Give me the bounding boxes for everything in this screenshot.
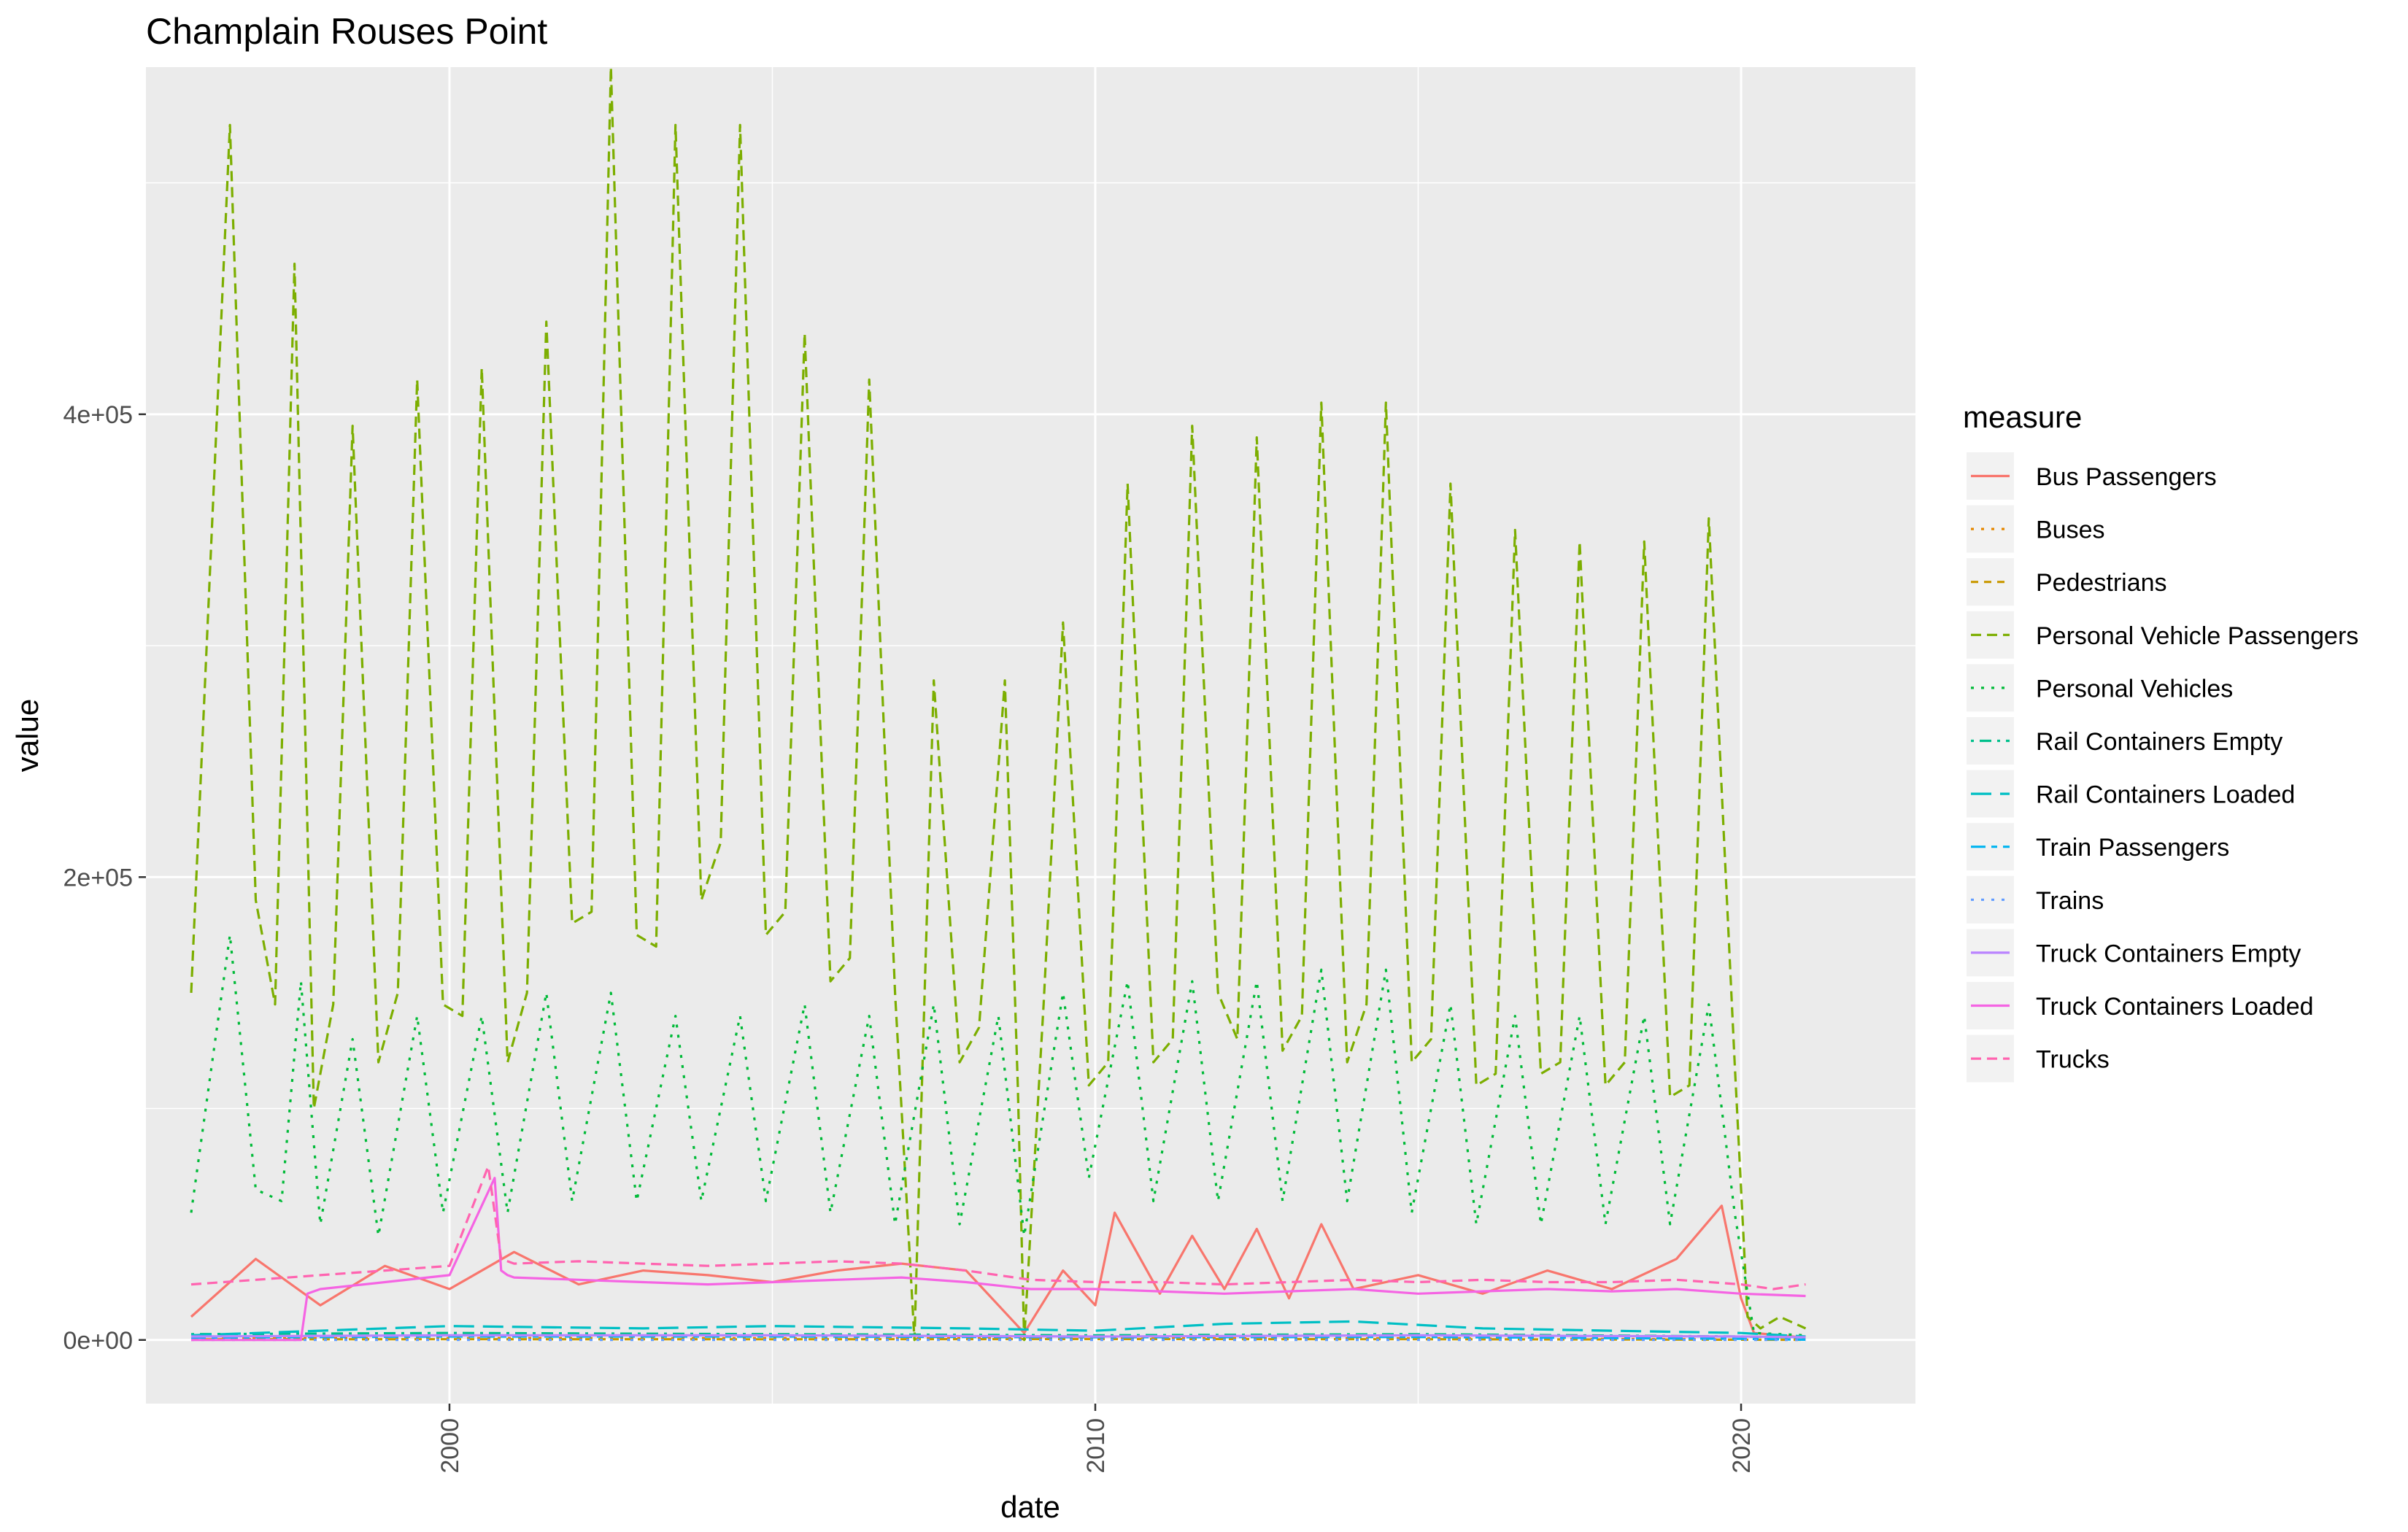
y-axis-title: value (10, 699, 45, 772)
series-line-trucks (190, 1165, 1806, 1291)
legend-label: Truck Containers Loaded (2036, 993, 2314, 1021)
legend-label: Rail Containers Loaded (2036, 781, 2295, 809)
legend-key-box (1967, 875, 2014, 924)
legend-label: Personal Vehicle Passengers (2036, 622, 2358, 650)
y-tick-label: 2e+05 (63, 864, 134, 891)
legend-label: Buses (2036, 517, 2105, 544)
y-axis: 0e+00 2e+05 4e+05 (63, 401, 146, 1355)
x-tick-label: 2000 (436, 1418, 464, 1474)
legend-label: Truck Containers Empty (2036, 940, 2301, 967)
legend-label: Rail Containers Empty (2036, 728, 2282, 756)
series-line-truck-containers-empty (190, 1334, 1806, 1339)
x-tick-label: 2010 (1082, 1418, 1110, 1474)
x-tick-label: 2020 (1728, 1418, 1756, 1474)
legend-label: Personal Vehicles (2036, 675, 2233, 703)
legend: measure Bus Passengers Buses Pedestrians Pe… (1963, 400, 2358, 1083)
plot-panel (146, 67, 1915, 1404)
x-axis-title: date (1000, 1490, 1060, 1524)
legend-label: Bus Passengers (2036, 463, 2217, 491)
legend-title: measure (1963, 400, 2082, 434)
series-line-personal-vehicle-passengers (190, 66, 1807, 1342)
legend-label: Train Passengers (2036, 834, 2229, 862)
series-line-rail-containers-loaded (190, 1320, 1806, 1338)
legend-key-box (1967, 664, 2014, 712)
x-axis: 2000 2010 2020 (436, 1404, 1756, 1474)
series-line-personal-vehicles (190, 933, 1806, 1336)
major-gridlines (146, 67, 1915, 1404)
chart-title: Champlain Rouses Point (146, 11, 547, 52)
legend-label: Trains (2036, 887, 2104, 915)
y-tick-label: 0e+00 (63, 1327, 134, 1355)
legend-label: Pedestrians (2036, 569, 2167, 597)
legend-key-box (1967, 505, 2014, 553)
y-tick-label: 4e+05 (63, 401, 134, 429)
series-lines (190, 66, 1807, 1342)
legend-label: Trucks (2036, 1046, 2110, 1074)
minor-gridlines (126, 67, 1915, 1404)
series-line-truck-containers-loaded (191, 1177, 1806, 1342)
